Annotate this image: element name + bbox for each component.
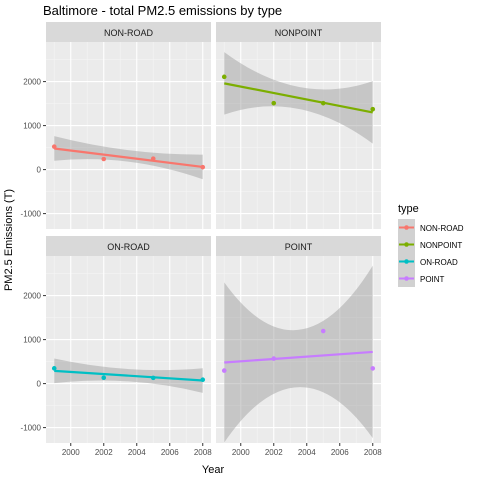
y-tick-label: -1000 [21,210,42,219]
data-point [200,377,206,383]
y-tick-label: 0 [37,380,42,389]
panel-background [216,256,381,443]
y-tick-label: 1000 [23,122,41,131]
facet-strip [216,22,381,42]
facet-strip [216,236,381,256]
x-tick-label: 2006 [331,448,349,457]
y-tick-label: 2000 [23,78,41,87]
data-point [150,156,156,161]
trend-line [224,82,373,114]
chart-title: Baltimore - total PM2.5 emissions by typ… [43,3,282,18]
x-tick-label: 2008 [194,448,212,457]
legend-label: ON-ROAD [420,258,458,267]
legend-key-point [404,259,409,264]
facet-strip-label: NONPOINT [275,28,323,38]
data-point [51,144,57,149]
x-tick-label: 2000 [62,448,80,457]
panel-plot-area [54,358,203,393]
facet-strip [46,22,211,42]
facet-panel-point: POINT [216,236,381,443]
facet-panels: NON-ROAD NONPOINT ON-ROAD POINT [46,22,381,443]
legend-title: type [398,203,419,215]
confidence-band [224,265,373,443]
panel-background [46,256,211,443]
data-point [370,106,376,112]
data-point [51,366,57,371]
panel-background [216,42,381,229]
x-tick-label: 2004 [298,448,316,457]
x-tick-label: 2006 [161,448,179,457]
data-point [221,368,227,373]
legend-label: NONPOINT [420,241,462,250]
data-point [271,356,277,361]
axes: -1000 0 1000 2000 -1000 0 1000 2000 2000 2002 2004… [21,78,383,457]
facet-strip [46,236,211,256]
panel-plot-area [54,136,203,180]
facet-panel-non-road: NON-ROAD [46,22,211,229]
x-tick-label: 2002 [265,448,283,457]
legend-label: NON-ROAD [420,224,464,233]
legend-key-point [404,242,409,247]
y-tick-label: 1000 [23,336,41,345]
trend-line [224,350,373,364]
y-tick-label: 0 [37,166,42,175]
y-tick-label: -1000 [21,424,42,433]
x-tick-label: 2004 [128,448,146,457]
x-tick-label: 2000 [232,448,250,457]
panel-background [46,42,211,229]
data-point [101,156,107,162]
data-point [320,328,326,334]
x-axis-label: Year [202,464,225,476]
y-tick-label: 2000 [23,292,41,301]
facet-strip-label: ON-ROAD [107,242,150,252]
data-point [200,164,206,170]
legend: type NON-ROAD NONPOINT ON-ROAD POINT [398,203,464,287]
panel-plot-area [224,265,373,443]
data-point [101,375,107,381]
data-point [271,100,277,106]
data-point [320,100,326,106]
facet-strip-label: NON-ROAD [104,28,153,38]
data-point [370,366,376,371]
legend-key-point [404,276,409,281]
trend-line [54,369,203,382]
facet-panel-on-road: ON-ROAD [46,236,211,443]
facet-strip-label: POINT [285,242,313,252]
x-tick-label: 2008 [364,448,382,457]
legend-label: POINT [420,275,445,284]
trend-line [54,147,203,169]
data-point [221,74,227,80]
facet-panel-nonpoint: NONPOINT [216,22,381,229]
x-tick-label: 2002 [95,448,113,457]
legend-key-point [404,225,409,230]
panel-plot-area [224,52,373,144]
data-point [150,375,156,381]
y-axis-label: PM2.5 Emissions (T) [3,189,15,291]
